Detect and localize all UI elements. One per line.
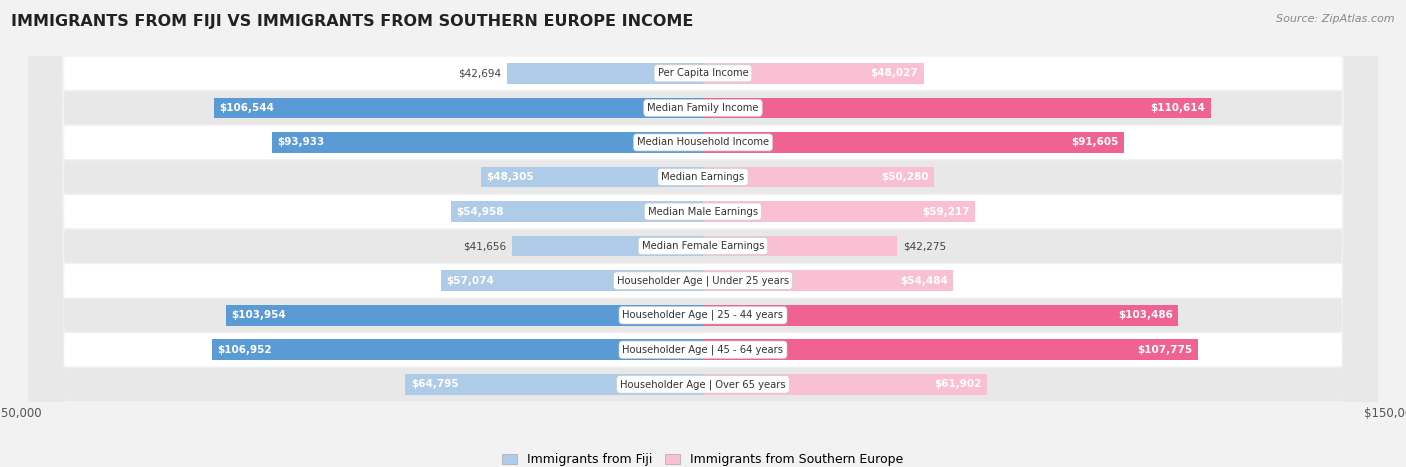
FancyBboxPatch shape xyxy=(28,0,1378,467)
Text: $48,305: $48,305 xyxy=(486,172,534,182)
Bar xyxy=(512,236,703,256)
FancyBboxPatch shape xyxy=(28,0,1378,467)
Bar xyxy=(703,201,974,222)
Text: Householder Age | Over 65 years: Householder Age | Over 65 years xyxy=(620,379,786,389)
Text: Per Capita Income: Per Capita Income xyxy=(658,68,748,78)
Bar xyxy=(214,98,703,118)
Bar xyxy=(481,167,703,187)
Text: Median Male Earnings: Median Male Earnings xyxy=(648,206,758,217)
Text: $42,694: $42,694 xyxy=(458,68,502,78)
Text: $103,486: $103,486 xyxy=(1118,310,1173,320)
Text: Householder Age | Under 25 years: Householder Age | Under 25 years xyxy=(617,276,789,286)
FancyBboxPatch shape xyxy=(28,0,1378,467)
Text: $54,958: $54,958 xyxy=(456,206,503,217)
Text: $42,275: $42,275 xyxy=(903,241,946,251)
Text: $106,544: $106,544 xyxy=(219,103,274,113)
Legend: Immigrants from Fiji, Immigrants from Southern Europe: Immigrants from Fiji, Immigrants from So… xyxy=(498,448,908,467)
Bar xyxy=(703,340,1198,360)
Text: $64,795: $64,795 xyxy=(411,379,458,389)
Bar xyxy=(703,270,953,291)
Text: Median Female Earnings: Median Female Earnings xyxy=(641,241,765,251)
Bar xyxy=(703,374,987,395)
Bar xyxy=(225,305,703,325)
FancyBboxPatch shape xyxy=(28,0,1378,467)
Bar xyxy=(703,167,934,187)
Text: $50,280: $50,280 xyxy=(882,172,928,182)
Bar xyxy=(703,132,1123,153)
Text: Householder Age | 25 - 44 years: Householder Age | 25 - 44 years xyxy=(623,310,783,320)
Bar xyxy=(703,98,1211,118)
Text: Median Earnings: Median Earnings xyxy=(661,172,745,182)
Text: $91,605: $91,605 xyxy=(1071,137,1118,148)
Text: $93,933: $93,933 xyxy=(277,137,325,148)
FancyBboxPatch shape xyxy=(28,0,1378,467)
Bar xyxy=(703,236,897,256)
Text: $54,484: $54,484 xyxy=(900,276,948,286)
FancyBboxPatch shape xyxy=(28,0,1378,467)
Bar xyxy=(405,374,703,395)
Text: $106,952: $106,952 xyxy=(218,345,271,355)
Bar xyxy=(508,63,703,84)
Text: $110,614: $110,614 xyxy=(1150,103,1205,113)
Text: Median Household Income: Median Household Income xyxy=(637,137,769,148)
Text: Householder Age | 45 - 64 years: Householder Age | 45 - 64 years xyxy=(623,345,783,355)
Bar xyxy=(441,270,703,291)
Bar xyxy=(271,132,703,153)
FancyBboxPatch shape xyxy=(28,0,1378,467)
Text: $57,074: $57,074 xyxy=(446,276,495,286)
Bar xyxy=(703,63,924,84)
Text: $59,217: $59,217 xyxy=(922,206,970,217)
Bar xyxy=(450,201,703,222)
Text: $107,775: $107,775 xyxy=(1137,345,1192,355)
Text: $41,656: $41,656 xyxy=(463,241,506,251)
FancyBboxPatch shape xyxy=(28,0,1378,467)
Bar xyxy=(703,305,1178,325)
Text: Median Family Income: Median Family Income xyxy=(647,103,759,113)
FancyBboxPatch shape xyxy=(28,0,1378,467)
Text: Source: ZipAtlas.com: Source: ZipAtlas.com xyxy=(1277,14,1395,24)
FancyBboxPatch shape xyxy=(28,0,1378,467)
Text: $61,902: $61,902 xyxy=(935,379,981,389)
Text: $48,027: $48,027 xyxy=(870,68,918,78)
Text: $103,954: $103,954 xyxy=(231,310,285,320)
Text: IMMIGRANTS FROM FIJI VS IMMIGRANTS FROM SOUTHERN EUROPE INCOME: IMMIGRANTS FROM FIJI VS IMMIGRANTS FROM … xyxy=(11,14,693,29)
Bar xyxy=(212,340,703,360)
